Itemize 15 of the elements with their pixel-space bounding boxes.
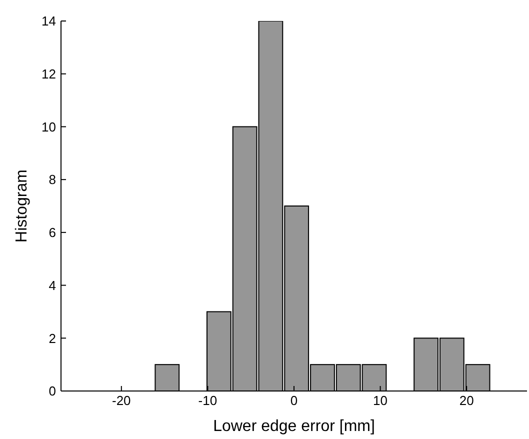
y-tick-label: 8: [48, 172, 56, 188]
x-tick-label: 20: [459, 393, 474, 408]
y-tick-label: 2: [48, 330, 56, 346]
x-tick-label: 0: [290, 393, 298, 408]
y-tick-label: 4: [48, 278, 56, 293]
x-tick-label: -10: [198, 393, 218, 408]
y-tick-label: 6: [48, 225, 56, 240]
x-tick-label: 10: [373, 393, 388, 408]
y-tick-label: 12: [42, 66, 56, 82]
y-tick-label: 0: [48, 384, 56, 399]
y-tick-label: 14: [42, 14, 56, 29]
x-tick-label: -20: [112, 393, 131, 408]
y-axis-title: Histogram: [14, 170, 31, 242]
x-axis-title: Lower edge error [mm]: [213, 418, 375, 435]
y-tick-label: 10: [42, 119, 56, 134]
